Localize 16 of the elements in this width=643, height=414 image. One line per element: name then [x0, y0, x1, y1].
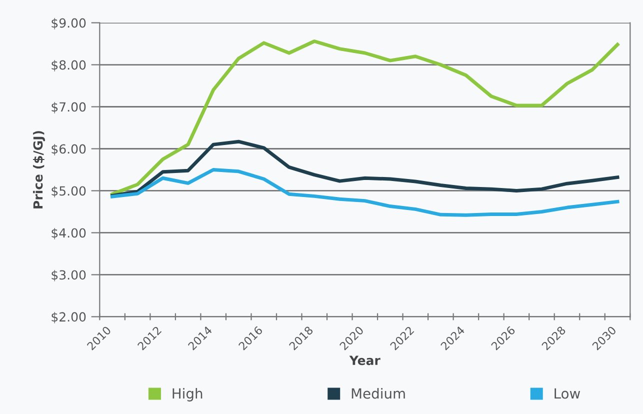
- legend-label: Medium: [352, 388, 405, 399]
- legend-label: Low: [554, 388, 580, 399]
- y-axis-title: Price ($/GJ): [33, 131, 46, 208]
- y-tick-label: $6.00: [52, 144, 86, 156]
- legend-label: High: [172, 388, 202, 402]
- y-tick-label: $9.00: [52, 18, 86, 30]
- x-axis-title: Year: [349, 356, 380, 366]
- y-tick-label: $3.00: [52, 270, 86, 282]
- y-tick-label: $5.00: [52, 186, 86, 198]
- y-tick-label: $4.00: [52, 228, 86, 240]
- line-series: [110, 140, 620, 198]
- line-series: [110, 40, 620, 196]
- y-tick-label: $2.00: [52, 312, 86, 324]
- y-tick-label: $7.00: [52, 102, 86, 114]
- line-series: [110, 168, 620, 217]
- y-tick-label: $8.00: [52, 60, 86, 72]
